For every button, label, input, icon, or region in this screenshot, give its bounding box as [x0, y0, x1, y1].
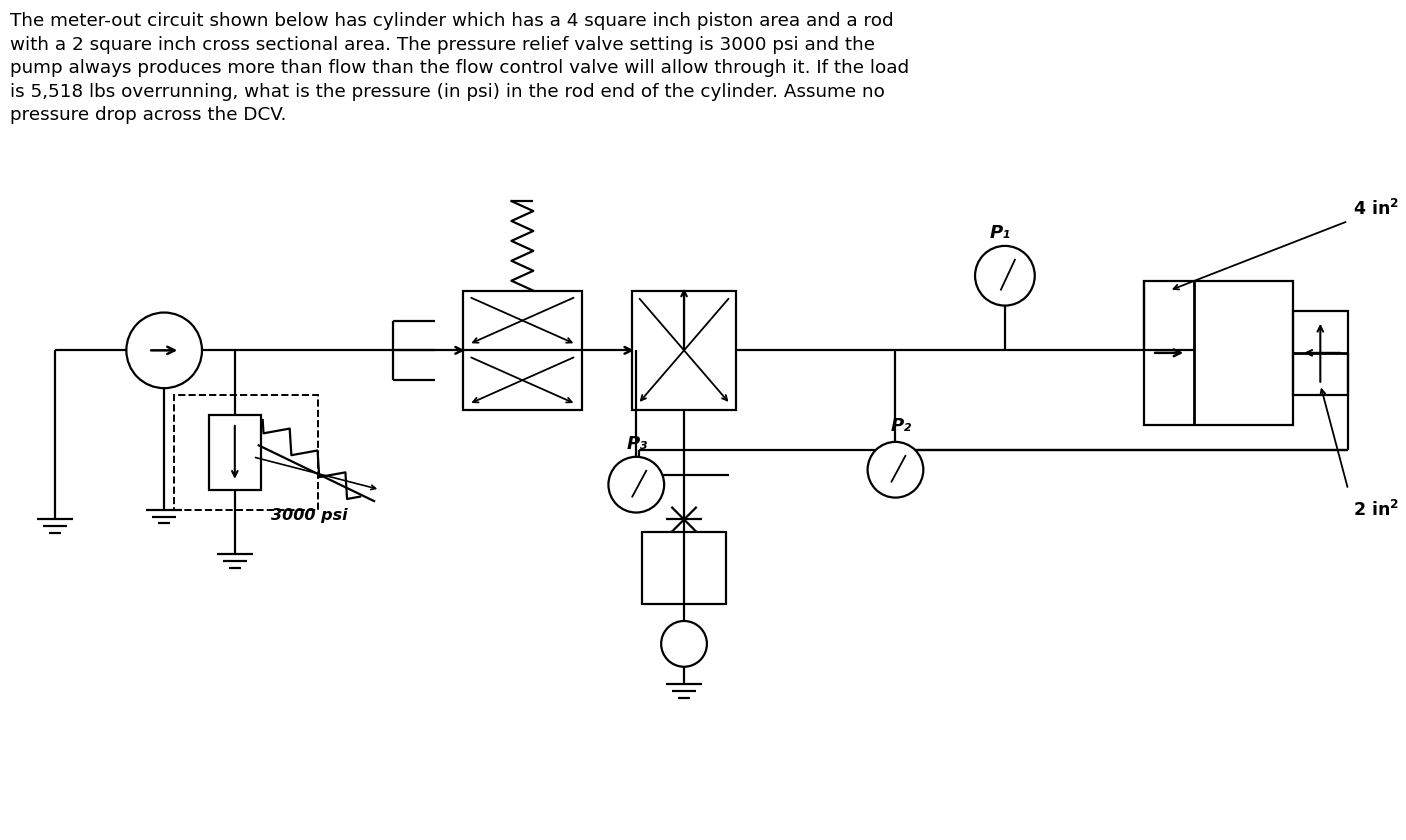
- Bar: [631, 291, 737, 410]
- Circle shape: [976, 246, 1035, 306]
- Bar: [643, 533, 725, 604]
- Text: P₁: P₁: [990, 224, 1011, 242]
- Text: The meter-out circuit shown below has cylinder which has a 4 square inch piston : The meter-out circuit shown below has cy…: [10, 12, 910, 124]
- Text: P₂: P₂: [890, 417, 911, 435]
- Text: 3000 psi: 3000 psi: [270, 507, 347, 522]
- Bar: [209, 415, 260, 490]
- Bar: [1144, 281, 1294, 425]
- Text: 2 in$^{\mathregular{2}}$: 2 in$^{\mathregular{2}}$: [1353, 500, 1399, 520]
- Circle shape: [661, 621, 707, 667]
- Bar: [174, 395, 318, 510]
- Circle shape: [609, 457, 664, 512]
- Circle shape: [127, 312, 202, 388]
- Circle shape: [868, 442, 924, 497]
- Text: P₃: P₃: [626, 435, 647, 453]
- Bar: [1294, 311, 1348, 395]
- Text: 4 in$^{\mathregular{2}}$: 4 in$^{\mathregular{2}}$: [1353, 199, 1399, 219]
- Bar: [463, 291, 582, 410]
